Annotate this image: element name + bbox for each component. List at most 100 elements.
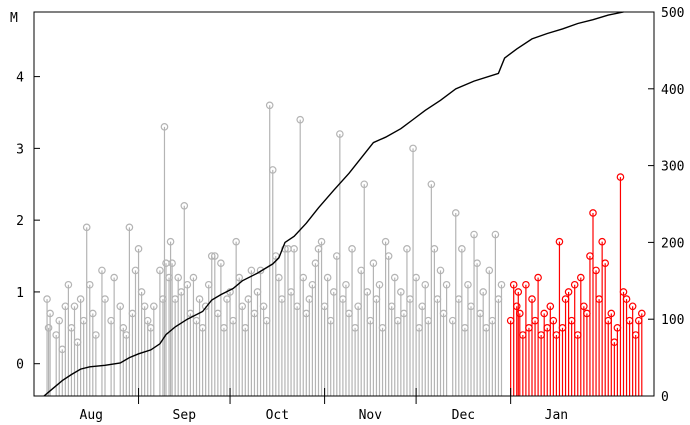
older-event-marker	[43, 295, 51, 303]
axes: 0 1 2 3 4 0 100 200 300 400 500 Aug Sep Oct Nov Dec Jan	[16, 6, 684, 423]
older-event-marker	[354, 302, 362, 311]
left-axis-tick-label: 3	[16, 142, 24, 157]
older-event-marker	[430, 245, 439, 253]
older-event-marker	[171, 295, 179, 303]
recent-event-marker	[604, 316, 613, 325]
month-label: Dec	[452, 408, 475, 423]
older-event-marker	[229, 316, 237, 325]
recent-event-marker	[528, 295, 536, 303]
left-axis-tick-label: 0	[16, 358, 24, 373]
older-event-marker	[61, 302, 70, 311]
older-event-marker	[476, 309, 484, 318]
older-event-marker	[363, 288, 372, 296]
older-event-marker	[305, 295, 314, 303]
recent-event-marker	[540, 309, 549, 318]
older-event-marker	[265, 101, 274, 110]
older-event-marker	[189, 273, 198, 282]
older-event-marker	[64, 280, 73, 289]
older-event-marker	[345, 309, 353, 318]
recent-event-marker	[537, 331, 545, 339]
older-event-marker	[454, 295, 463, 303]
older-event-marker	[485, 266, 494, 275]
recent-event-marker	[534, 273, 542, 282]
older-event-marker	[159, 295, 167, 303]
older-event-marker	[262, 316, 271, 325]
recent-event-marker	[564, 288, 573, 296]
older-event-marker	[192, 316, 201, 325]
month-label: Oct	[266, 408, 289, 423]
older-event-marker	[244, 295, 253, 303]
older-event-marker	[311, 259, 320, 268]
recent-event-marker	[561, 295, 570, 303]
right-axis-tick-label: 200	[661, 236, 684, 251]
older-event-marker	[122, 331, 131, 339]
older-event-marker	[448, 316, 457, 325]
older-event-marker	[400, 309, 408, 318]
right-axis-tick-label: 300	[661, 160, 684, 175]
recent-event-marker	[589, 209, 597, 217]
older-event-marker	[110, 273, 118, 282]
recent-event-marker	[586, 252, 594, 260]
older-event-marker	[137, 288, 146, 296]
older-event-marker	[101, 295, 109, 303]
older-event-marker	[143, 316, 152, 325]
older-event-marker	[198, 324, 207, 332]
older-event-marker	[250, 309, 259, 318]
older-event-marker	[308, 280, 317, 289]
older-event-marker	[58, 345, 67, 354]
month-label: Sep	[173, 408, 197, 423]
older-event-marker	[406, 295, 414, 303]
older-event-marker	[168, 259, 176, 268]
older-event-marker	[160, 123, 169, 131]
older-event-marker	[442, 280, 451, 289]
recent-event-marker	[625, 316, 634, 325]
older-event-marker	[323, 273, 332, 282]
older-event-marker	[98, 266, 106, 275]
older-event-marker	[46, 309, 54, 318]
recent-event-marker	[570, 280, 579, 289]
recent-event-marker	[515, 309, 524, 318]
recent-event-marker	[546, 302, 555, 311]
recent-event-marker	[567, 316, 576, 325]
right-axis-tick-label: 500	[661, 6, 684, 21]
older-event-marker	[89, 309, 97, 318]
older-event-marker	[217, 259, 225, 268]
left-axis-unit-label: M	[10, 11, 18, 26]
older-event-marker	[381, 237, 390, 246]
older-event-marker	[339, 295, 347, 303]
recent-event-marker	[506, 316, 515, 325]
older-event-marker	[418, 302, 427, 311]
older-event-marker	[360, 180, 369, 189]
older-event-marker	[204, 280, 213, 289]
older-event-marker	[79, 316, 88, 325]
older-event-marker	[488, 316, 497, 325]
older-event-marker	[166, 237, 175, 246]
older-event-marker	[296, 115, 305, 124]
older-event-marker	[140, 302, 149, 311]
older-event-marker	[375, 280, 384, 289]
older-event-marker	[369, 259, 378, 268]
recent-event-marker	[555, 237, 564, 246]
older-event-marker	[387, 302, 396, 311]
recent-event-marker	[549, 316, 558, 325]
older-event-marker	[479, 288, 488, 296]
month-label: Nov	[359, 408, 383, 423]
older-event-marker	[390, 273, 399, 282]
recent-event-marker	[631, 331, 640, 339]
recent-event-marker	[601, 259, 610, 268]
older-event-marker	[366, 316, 375, 325]
recent-event-marker	[583, 309, 591, 318]
older-event-marker	[73, 338, 82, 346]
older-event-marker	[134, 245, 143, 253]
older-event-marker	[232, 237, 240, 246]
recent-event-marker	[522, 280, 530, 289]
right-axis-tick-label: 100	[661, 313, 684, 328]
older-event-marker	[146, 324, 155, 332]
older-event-marker	[497, 280, 506, 289]
recent-event-marker	[592, 266, 600, 275]
older-event-marker	[275, 273, 283, 282]
older-event-marker	[397, 288, 405, 296]
older-event-marker	[317, 237, 326, 246]
older-event-marker	[473, 259, 481, 268]
